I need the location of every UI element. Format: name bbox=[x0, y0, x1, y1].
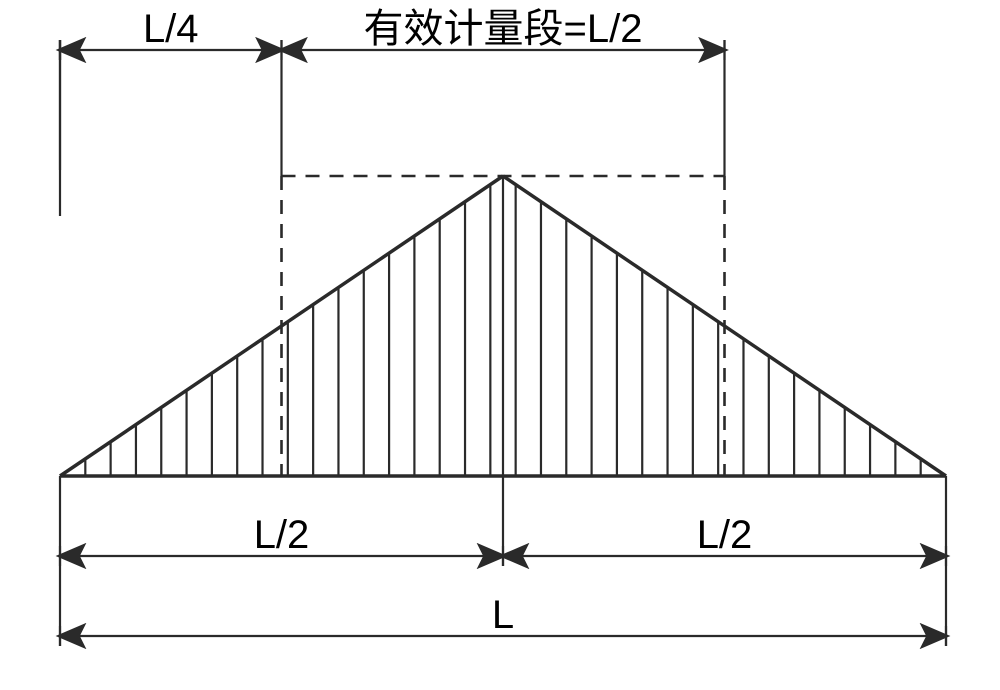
engineering-diagram: L/4 有效计量段=L/2 L/2 L/2 L bbox=[0, 0, 1000, 690]
dim-label-top-right: 有效计量段=L/2 bbox=[364, 7, 643, 51]
dim-label-mid-right: L/2 bbox=[697, 513, 753, 557]
triangle-outline bbox=[60, 176, 946, 476]
dim-label-mid-left: L/2 bbox=[254, 513, 310, 557]
dim-label-top-left: L/4 bbox=[143, 7, 199, 51]
dimension-labels: L/4 有效计量段=L/2 L/2 L/2 L bbox=[143, 7, 752, 637]
dim-label-bottom: L bbox=[492, 593, 514, 637]
